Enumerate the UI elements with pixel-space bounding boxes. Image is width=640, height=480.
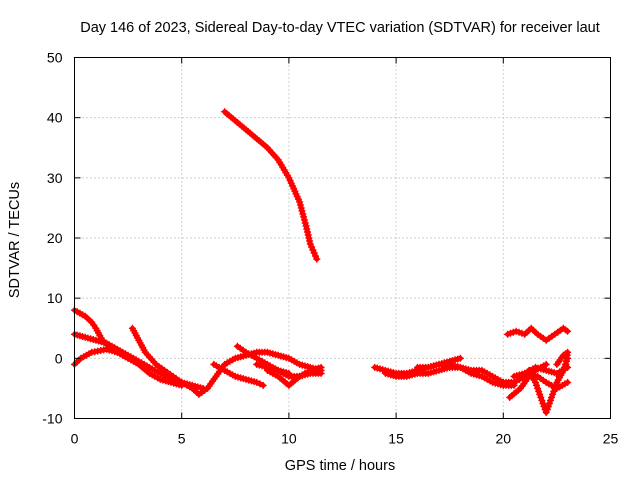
y-axis-label: SDTVAR / TECUs: [7, 182, 23, 298]
data-point: [510, 381, 518, 389]
data-point: [317, 369, 325, 377]
data-point: [538, 396, 546, 404]
series-arc-12: [504, 324, 572, 344]
series-layer: [71, 108, 572, 416]
data-point: [256, 380, 264, 388]
data-point: [564, 378, 572, 386]
x-tick-label: 5: [178, 431, 186, 447]
axis-tick-labels: 0 5 10 15 20 25 -10 0 10 20 30 40 50: [42, 50, 618, 447]
y-tick-label: 20: [47, 230, 63, 246]
x-axis-label: GPS time / hours: [285, 458, 395, 474]
y-tick-label: 10: [47, 290, 63, 306]
data-point: [555, 372, 563, 380]
y-tick-label: 50: [47, 50, 63, 66]
x-tick-label: 0: [71, 431, 79, 447]
series-arc-11: [414, 360, 518, 389]
series-arc-8: [264, 363, 325, 389]
data-point: [310, 249, 318, 257]
x-tick-label: 25: [603, 431, 619, 447]
y-tick-label: 40: [47, 110, 63, 126]
data-point: [545, 400, 553, 407]
series-line: [222, 109, 320, 262]
x-tick-label: 15: [388, 431, 404, 447]
x-tick-label: 20: [496, 431, 512, 447]
data-point: [317, 363, 325, 371]
chart-title: Day 146 of 2023, Sidereal Day-to-day VTE…: [80, 20, 600, 36]
data-point: [313, 255, 321, 263]
series-arc-5: [210, 360, 267, 389]
series-arc-high: [221, 108, 321, 263]
data-point: [564, 327, 572, 335]
data-point: [259, 381, 267, 389]
series-arc-4: [128, 324, 325, 398]
y-tick-label: -10: [42, 411, 62, 427]
y-tick-label: 30: [47, 170, 63, 186]
data-point: [542, 360, 550, 368]
y-tick-label: 0: [55, 350, 63, 366]
data-point: [456, 354, 464, 362]
series-arc-16: [553, 348, 572, 380]
data-point: [300, 216, 308, 224]
x-tick-label: 10: [281, 431, 297, 447]
axis-ticks: [74, 57, 611, 419]
data-point: [253, 378, 261, 386]
gridlines: [74, 57, 611, 419]
